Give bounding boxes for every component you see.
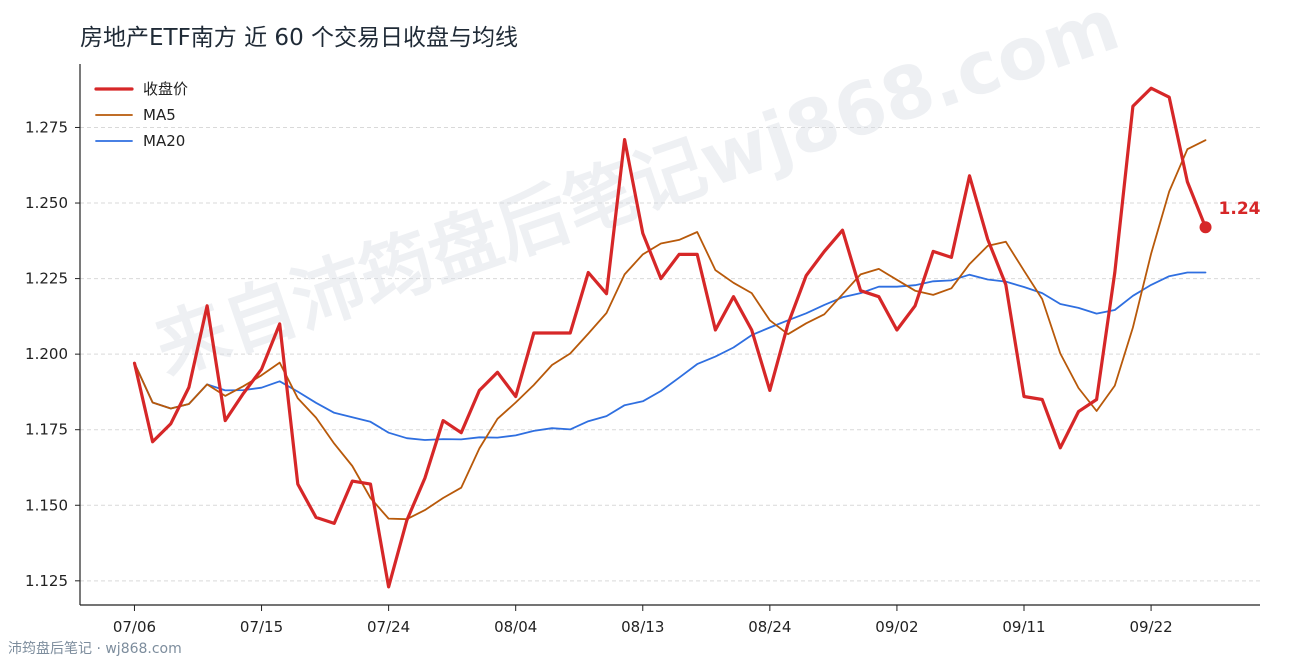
legend-label: 收盘价 bbox=[143, 80, 188, 98]
x-tick-label: 09/11 bbox=[1002, 618, 1045, 636]
grid bbox=[80, 126, 1260, 582]
y-tick-label: 1.250 bbox=[25, 194, 68, 212]
legend-label: MA5 bbox=[143, 106, 176, 124]
x-axis-ticks: 07/06 07/15 07/24 08/04 08/13 08/24 09/02 09/11… bbox=[113, 605, 1173, 636]
x-tick-label: 08/13 bbox=[621, 618, 664, 636]
series-line-ma5 bbox=[133, 139, 1207, 521]
x-tick-label: 07/15 bbox=[240, 618, 283, 636]
legend-label: MA20 bbox=[143, 132, 185, 150]
series-line-ma20 bbox=[133, 271, 1207, 441]
footer-source: 沛筠盘后笔记 · wj868.com bbox=[8, 640, 182, 657]
series: 1.24 bbox=[132, 86, 1261, 589]
last-close-label: 1.24 bbox=[1219, 199, 1261, 219]
axes bbox=[79, 64, 1260, 606]
y-tick-label: 1.150 bbox=[25, 496, 68, 514]
x-tick-label: 08/24 bbox=[748, 618, 791, 636]
series-line-close bbox=[132, 86, 1208, 589]
last-close-marker bbox=[1199, 221, 1212, 234]
x-tick-label: 07/06 bbox=[113, 618, 156, 636]
x-tick-label: 09/22 bbox=[1129, 618, 1172, 636]
y-tick-label: 1.225 bbox=[25, 270, 68, 288]
y-tick-label: 1.175 bbox=[25, 421, 68, 439]
y-tick-label: 1.275 bbox=[25, 118, 68, 136]
y-axis-ticks: 1.125 1.150 1.175 1.200 1.225 1.250 1.275 bbox=[25, 118, 80, 590]
x-tick-label: 08/04 bbox=[494, 618, 537, 636]
x-tick-label: 09/02 bbox=[875, 618, 918, 636]
legend: 收盘价 MA5 MA20 bbox=[94, 80, 188, 150]
x-tick-label: 07/24 bbox=[367, 618, 410, 636]
chart-title: 房地产ETF南方 近 60 个交易日收盘与均线 bbox=[80, 25, 518, 51]
y-tick-label: 1.125 bbox=[25, 572, 68, 590]
y-tick-label: 1.200 bbox=[25, 345, 68, 363]
